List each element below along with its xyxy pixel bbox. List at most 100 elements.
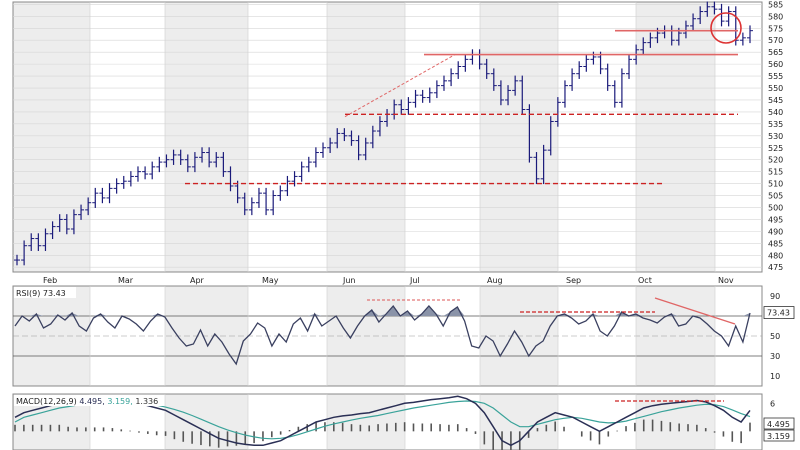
price-tick-label: 480 <box>768 251 783 260</box>
price-tick-label: 475 <box>768 263 783 272</box>
ohlc-bar <box>554 97 561 127</box>
ohlc-bar <box>142 166 149 180</box>
ohlc-bar <box>334 128 341 149</box>
ohlc-bar <box>540 144 547 185</box>
ohlc-bar <box>711 1 718 15</box>
ohlc-bar <box>626 54 633 79</box>
ohlc-bar <box>263 187 270 216</box>
month-band <box>165 2 248 272</box>
highlight-circle <box>710 12 742 44</box>
ohlc-bar <box>747 25 753 44</box>
ohlc-bar <box>739 32 746 46</box>
month-band <box>13 2 90 272</box>
ohlc-bar <box>348 130 355 146</box>
rsi-trendline <box>654 297 736 325</box>
ohlc-bar <box>519 75 526 115</box>
ohlc-bar <box>640 37 647 56</box>
ohlc-bar <box>291 171 298 187</box>
ohlc-bar <box>14 254 20 266</box>
ohlc-bar <box>512 75 519 96</box>
ohlc-bar <box>412 89 419 108</box>
macd-value-tag <box>763 417 795 430</box>
ohlc-bar <box>718 3 725 27</box>
month-band <box>636 2 715 272</box>
ohlc-bar <box>697 6 704 24</box>
month-bands <box>13 2 715 272</box>
ohlc-bar <box>85 197 92 216</box>
ohlc-bar <box>70 209 77 235</box>
ohlc-bar <box>127 171 134 187</box>
ohlc-bar <box>227 166 234 192</box>
price-tick-label: 545 <box>768 96 783 105</box>
macd-title: MACD(12,26,9) 4.495, 3.159, 1.336 <box>16 397 158 406</box>
ohlc-bar <box>170 149 177 165</box>
ohlc-bar <box>248 197 255 216</box>
macd-signal-label: 3.159 <box>767 432 790 441</box>
ohlc-bar <box>191 152 198 173</box>
ohlc-bar <box>327 137 334 154</box>
month-label: Apr <box>190 276 205 285</box>
price-tick-label: 485 <box>768 239 783 248</box>
ohlc-bar <box>213 152 220 168</box>
ohlc-bar <box>177 149 184 165</box>
ohlc-bar <box>78 204 85 220</box>
ohlc-bar <box>241 192 248 216</box>
ohlc-bar <box>469 49 476 65</box>
ohlc-bar <box>63 214 70 235</box>
macd-title-bg <box>14 395 164 406</box>
ohlc-bar <box>419 89 426 103</box>
ohlc-bar <box>455 61 462 79</box>
ohlc-bar <box>647 32 654 48</box>
month-label: Aug <box>487 276 503 285</box>
ohlc-bar <box>270 190 277 216</box>
ohlc-bar <box>120 175 127 189</box>
ohlc-bar <box>690 13 697 32</box>
rsi-title: RSI(9) 73.43 <box>16 289 66 298</box>
month-label: Jul <box>409 276 420 285</box>
macd-value-label: 4.495 <box>767 420 790 429</box>
ohlc-bar <box>92 187 99 208</box>
macd-panel: 6 MACD(12,26,9) 4.495, 3.159, 1.336 4.495 3… <box>12 393 795 450</box>
price-tick-label: 535 <box>768 120 783 129</box>
month-label: Sep <box>566 276 581 285</box>
ohlc-bar <box>284 175 291 197</box>
rsi-tick-label: 30 <box>770 352 780 361</box>
price-tick-label: 505 <box>768 192 783 201</box>
ohlc-bar <box>113 178 120 194</box>
price-tick-label: 570 <box>768 36 783 45</box>
ohlc-bar <box>547 116 554 156</box>
price-tick-label: 575 <box>768 24 783 33</box>
price-tick-label: 585 <box>768 0 783 9</box>
rsi-line <box>14 304 751 366</box>
ohlc-bar <box>448 68 455 87</box>
month-band <box>327 2 405 272</box>
ohlc-bar <box>398 99 405 115</box>
ohlc-bar <box>576 61 583 79</box>
ohlc-bar <box>369 125 376 149</box>
rsi-tick-label: 10 <box>770 372 780 381</box>
ohlc-bar <box>163 154 170 168</box>
ohlc-bar <box>206 147 213 168</box>
ohlc-bar <box>156 156 163 173</box>
month-label: Nov <box>718 276 734 285</box>
price-tick-label: 495 <box>768 215 783 224</box>
ohlc-bar <box>440 75 447 91</box>
ohlc-bar <box>220 152 227 177</box>
price-tick-label: 490 <box>768 227 783 236</box>
macd-histogram <box>14 419 751 450</box>
ohlc-bar <box>99 187 106 204</box>
macd-title-text: MACD(12,26,9) <box>16 397 79 406</box>
price-tick-label: 540 <box>768 108 783 117</box>
price-tick-label: 550 <box>768 84 783 93</box>
rsi-value-tag <box>763 306 795 319</box>
ohlc-bar <box>28 233 35 251</box>
month-label: May <box>262 276 279 285</box>
macd-value: 4.495, <box>79 397 107 406</box>
price-tick-label: 530 <box>768 132 783 141</box>
ohlc-bar <box>234 180 241 204</box>
ohlc-bar <box>490 68 497 91</box>
ohlc-bar <box>433 80 440 99</box>
ohlc-bar <box>405 97 412 115</box>
price-tick-label: 555 <box>768 72 783 81</box>
ohlc-bar <box>583 54 590 72</box>
